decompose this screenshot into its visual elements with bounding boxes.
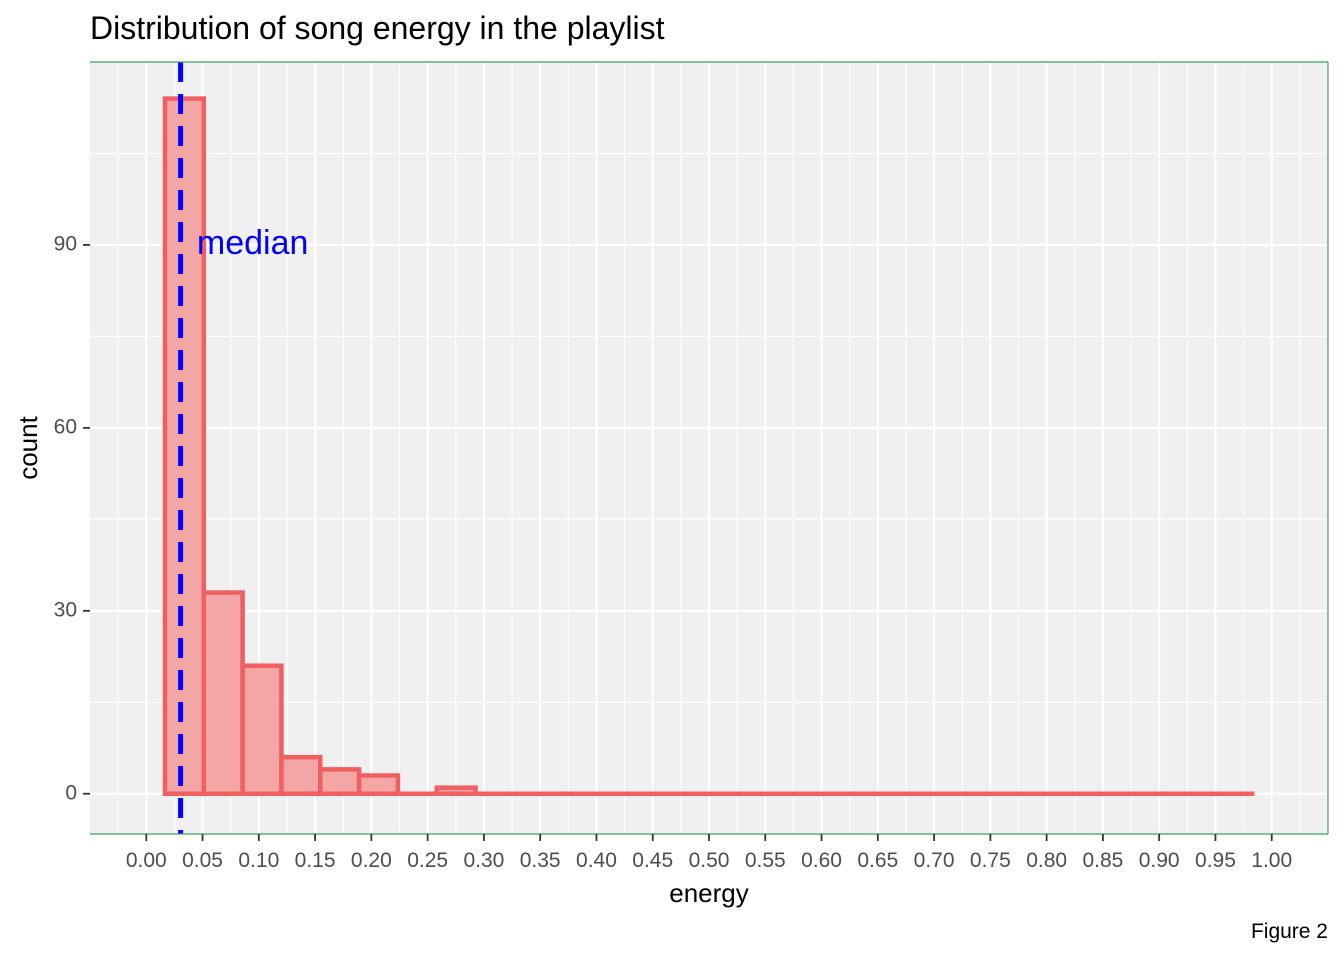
x-tick-label: 0.55 <box>745 849 786 872</box>
chart-title: Distribution of song energy in the playl… <box>90 10 665 46</box>
histogram-bar <box>279 754 323 797</box>
x-tick-label: 0.75 <box>970 849 1011 872</box>
x-tick-label: 0.95 <box>1195 849 1236 872</box>
x-tick-label: 0.60 <box>801 849 842 872</box>
x-tick-label: 0.85 <box>1082 849 1123 872</box>
histogram-bar <box>201 590 245 797</box>
x-tick-label: 0.90 <box>1139 849 1180 872</box>
x-tick-label: 0.80 <box>1026 849 1067 872</box>
x-tick-label: 0.65 <box>857 849 898 872</box>
x-tick-label: 0.00 <box>126 849 167 872</box>
x-axis: 0.00 0.05 0.10 0.15 0.20 0.25 0.30 0.35 0.40 0.45… <box>126 834 1292 872</box>
x-tick-label: 0.30 <box>463 849 504 872</box>
x-tick-label: 0.25 <box>407 849 448 872</box>
x-tick-label: 0.40 <box>576 849 617 872</box>
y-tick-label: 30 <box>54 598 77 621</box>
median-annotation: median <box>197 224 309 262</box>
histogram-bar <box>162 96 207 797</box>
figure-caption: Figure 2 <box>1250 920 1328 943</box>
y-tick-label: 60 <box>54 415 77 438</box>
histogram-bar <box>356 773 401 797</box>
y-axis-title: count <box>13 415 43 479</box>
x-tick-label: 0.35 <box>520 849 561 872</box>
x-tick-label: 0.05 <box>182 849 223 872</box>
y-tick-label: 0 <box>65 781 77 804</box>
x-axis-title: energy <box>669 878 749 908</box>
histogram-bar <box>318 767 362 797</box>
histogram-bar <box>434 785 478 797</box>
x-tick-label: 0.20 <box>351 849 392 872</box>
x-tick-label: 0.10 <box>238 849 279 872</box>
x-tick-label: 0.15 <box>295 849 336 872</box>
histogram-bars <box>162 96 1255 797</box>
x-tick-label: 0.45 <box>632 849 673 872</box>
y-axis: 0 30 60 90 <box>54 232 90 804</box>
x-tick-label: 1.00 <box>1251 849 1292 872</box>
x-tick-label: 0.70 <box>914 849 955 872</box>
histogram-bar <box>240 663 284 797</box>
x-tick-label: 0.50 <box>689 849 730 872</box>
y-tick-label: 90 <box>54 232 77 255</box>
